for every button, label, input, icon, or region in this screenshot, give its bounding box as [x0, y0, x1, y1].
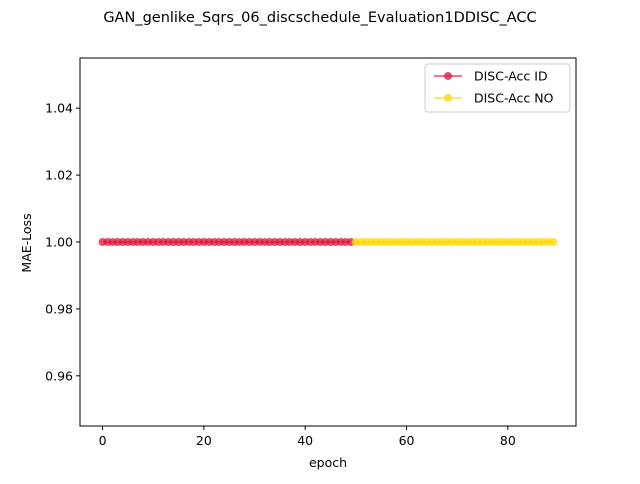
y-tick-label: 0.98 — [45, 301, 73, 316]
y-tick-label: 1.02 — [45, 168, 73, 183]
y-tick-label: 1.00 — [45, 235, 73, 250]
y-tick-label: 0.96 — [45, 368, 73, 383]
series-2-point — [549, 238, 558, 246]
x-tick-label: 80 — [500, 433, 516, 448]
chart-title: GAN_genlike_Sqrs_06_discschedule_Evaluat… — [103, 10, 536, 26]
legend-label-1: DISC-Acc ID — [474, 69, 548, 84]
x-axis-ticks: 0 20 40 60 80 — [99, 426, 516, 448]
y-tick-label: 1.04 — [45, 101, 73, 116]
legend: DISC-Acc ID DISC-Acc NO — [424, 63, 571, 113]
plot-area — [79, 57, 577, 427]
legend-label-2: DISC-Acc NO — [474, 91, 554, 106]
x-tick-label: 40 — [297, 433, 313, 448]
x-tick-label: 0 — [99, 433, 107, 448]
legend-marker-1 — [444, 72, 452, 80]
legend-marker-2 — [444, 94, 452, 102]
y-axis-ticks: 0.96 0.98 1.00 1.02 1.04 — [45, 101, 80, 383]
x-tick-label: 60 — [399, 433, 415, 448]
y-axis-label: MAE-Loss — [19, 213, 34, 272]
x-axis-label: epoch — [309, 455, 347, 470]
x-tick-label: 20 — [196, 433, 212, 448]
